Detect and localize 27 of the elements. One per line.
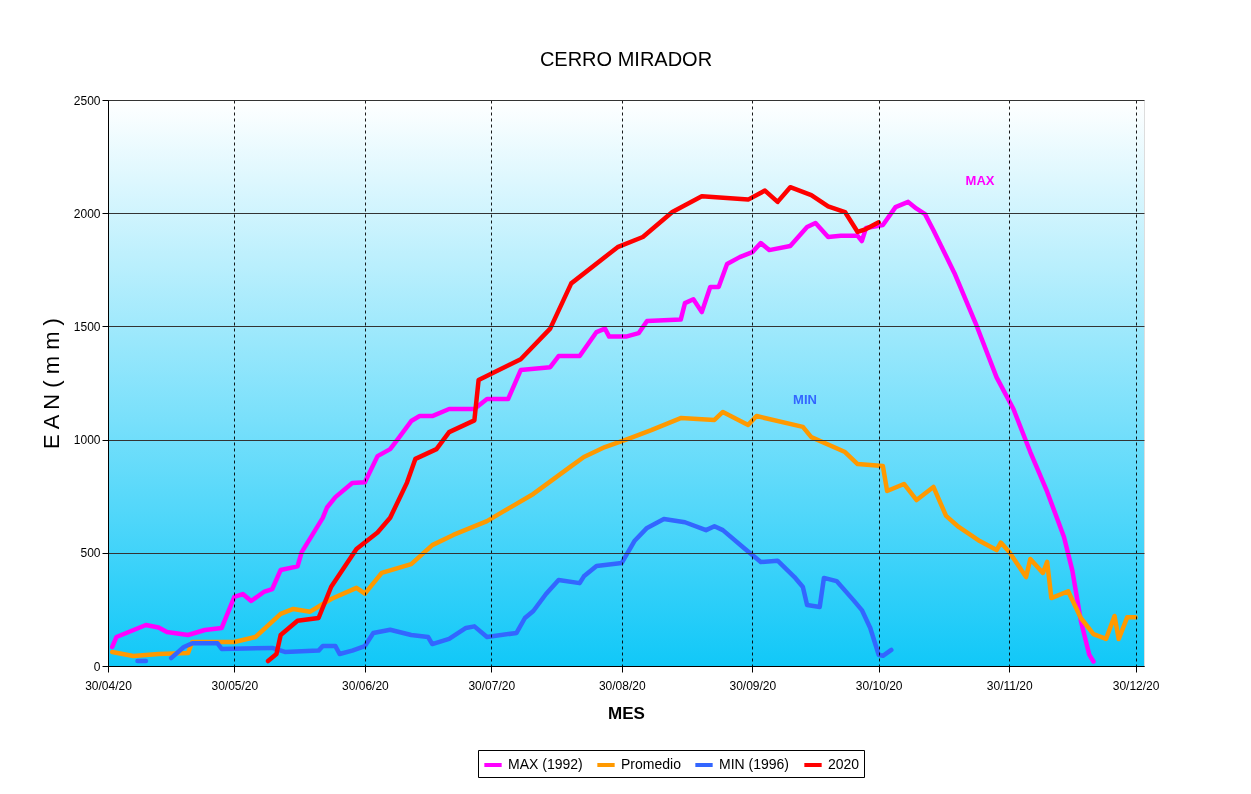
y-tick-label: 1000 [73, 433, 101, 448]
chart-title: CERRO MIRADOR [539, 48, 713, 70]
x-tick-label: 30/04/20 [85, 678, 133, 693]
y-tick-label: 500 [80, 546, 101, 561]
legend-label: MIN (1996) [719, 756, 790, 772]
legend-label: Promedio [621, 756, 682, 772]
annotation: MIN [793, 392, 817, 407]
y-tick-label: 2000 [73, 206, 101, 221]
y-tick-label: 2500 [73, 93, 101, 108]
y-tick-label: 0 [93, 659, 101, 674]
x-tick-label: 30/08/20 [598, 678, 646, 693]
line-series [109, 199, 1096, 664]
x-tick-label: 30/10/20 [855, 678, 903, 693]
x-axis-title: MES [608, 703, 645, 723]
x-tick-label: 30/12/20 [1112, 678, 1160, 693]
x-tick-label: 30/11/20 [986, 678, 1033, 693]
annotation: MAX [965, 173, 995, 188]
x-tick-label: 30/06/20 [342, 678, 390, 693]
y-tick-label: 1500 [73, 319, 101, 334]
legend-label: 2020 [828, 756, 860, 772]
x-tick-label: 30/07/20 [468, 678, 516, 693]
line-series [265, 184, 881, 664]
x-tick-label: 30/09/20 [729, 678, 777, 693]
y-axis-title: E A N ( m m ) [38, 318, 64, 449]
x-tick-label: 30/05/20 [211, 678, 259, 693]
legend-label: MAX (1992) [508, 756, 583, 772]
line-series [109, 409, 1138, 659]
